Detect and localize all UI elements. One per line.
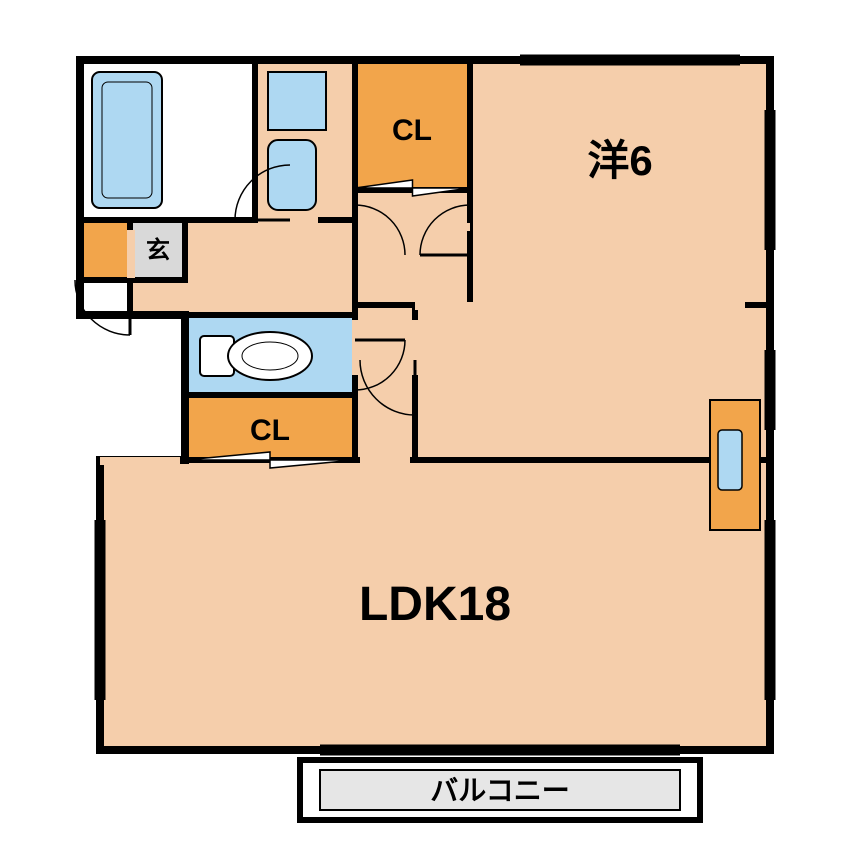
wall-gap [127, 230, 135, 278]
wall-gap [100, 457, 180, 465]
label-balcony: バルコニー [430, 775, 569, 806]
wall-gap [358, 223, 408, 231]
wall-gap [352, 320, 360, 375]
toilet-bowl [228, 332, 312, 380]
label-ldk: LDK18 [359, 578, 511, 631]
wall-gap [415, 302, 745, 310]
floor-plan: CL 洋6 玄 CL LDK18 バルコニー [0, 0, 846, 846]
wall-gap [360, 457, 410, 465]
label-bed: 洋6 [587, 137, 652, 184]
wash-mirror [268, 72, 326, 130]
room-shoe [80, 220, 130, 280]
wash-basin [268, 140, 316, 210]
label-cl2: CL [250, 414, 290, 447]
label-cl1: CL [392, 114, 432, 147]
kitchen-sink [718, 430, 742, 490]
label-genkan: 玄 [146, 236, 170, 264]
